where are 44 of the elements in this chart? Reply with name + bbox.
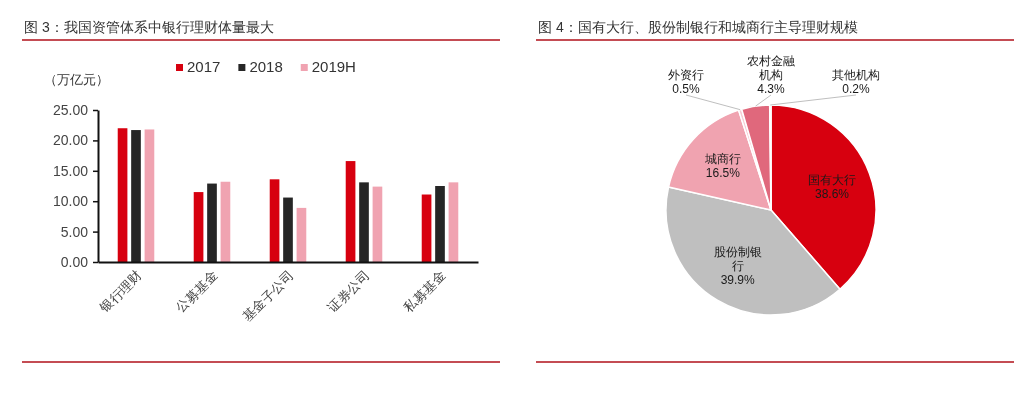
- y-tick-label: 15.00: [52, 162, 89, 179]
- x-tick-label: 公募基金: [172, 267, 221, 316]
- bar: [117, 128, 128, 262]
- bar: [207, 183, 217, 262]
- bar: [435, 186, 445, 262]
- data-label: 0.2%: [842, 82, 870, 96]
- x-tick-label: 证券公司: [324, 267, 373, 316]
- x-tick-label: 私募基金: [400, 267, 449, 316]
- slice-label: 国有大行: [807, 173, 856, 188]
- slice-label: 农村金融机构: [747, 54, 795, 82]
- x-tick-label: 银行理财: [96, 267, 145, 316]
- legend-label: 2019H: [311, 58, 356, 75]
- slice-label: 股份制银行: [713, 244, 762, 273]
- y-tick-label: 10.00: [52, 193, 89, 210]
- bar: [193, 192, 204, 262]
- slice-label: 其他机构: [832, 68, 880, 82]
- chart-title: 图 3：我国资管体系中银行理财体量最大: [24, 19, 274, 35]
- bar: [131, 130, 141, 262]
- data-label: 38.6%: [814, 187, 850, 202]
- bar: [283, 197, 293, 262]
- bar: [144, 129, 155, 262]
- chart-title: 图 4：国有大行、股份制银行和城商行主导理财规模: [538, 19, 858, 35]
- data-label: 0.5%: [672, 82, 700, 96]
- bar: [345, 161, 356, 262]
- bar: [421, 194, 432, 262]
- y-tick-label: 20.00: [52, 132, 89, 149]
- data-label: 39.9%: [720, 272, 756, 287]
- y-tick-label: 0.00: [60, 253, 89, 270]
- y-tick-label: 5.00: [60, 223, 89, 240]
- bar: [269, 179, 280, 262]
- bar: [372, 186, 383, 262]
- y-tick-label: 25.00: [52, 101, 89, 118]
- bar: [296, 207, 307, 262]
- bar: [359, 182, 369, 262]
- x-tick-label: 基金子公司: [239, 267, 297, 325]
- bar: [448, 182, 459, 262]
- slice-label: 外资行: [668, 68, 704, 82]
- legend-label: 2017: [187, 58, 221, 75]
- bar: [220, 181, 231, 262]
- data-label: 16.5%: [705, 166, 741, 181]
- legend-label: 2018: [249, 58, 283, 75]
- data-label: 4.3%: [757, 82, 785, 96]
- y-axis-title: （万亿元）: [44, 72, 109, 87]
- slice-label: 城商行: [703, 152, 741, 167]
